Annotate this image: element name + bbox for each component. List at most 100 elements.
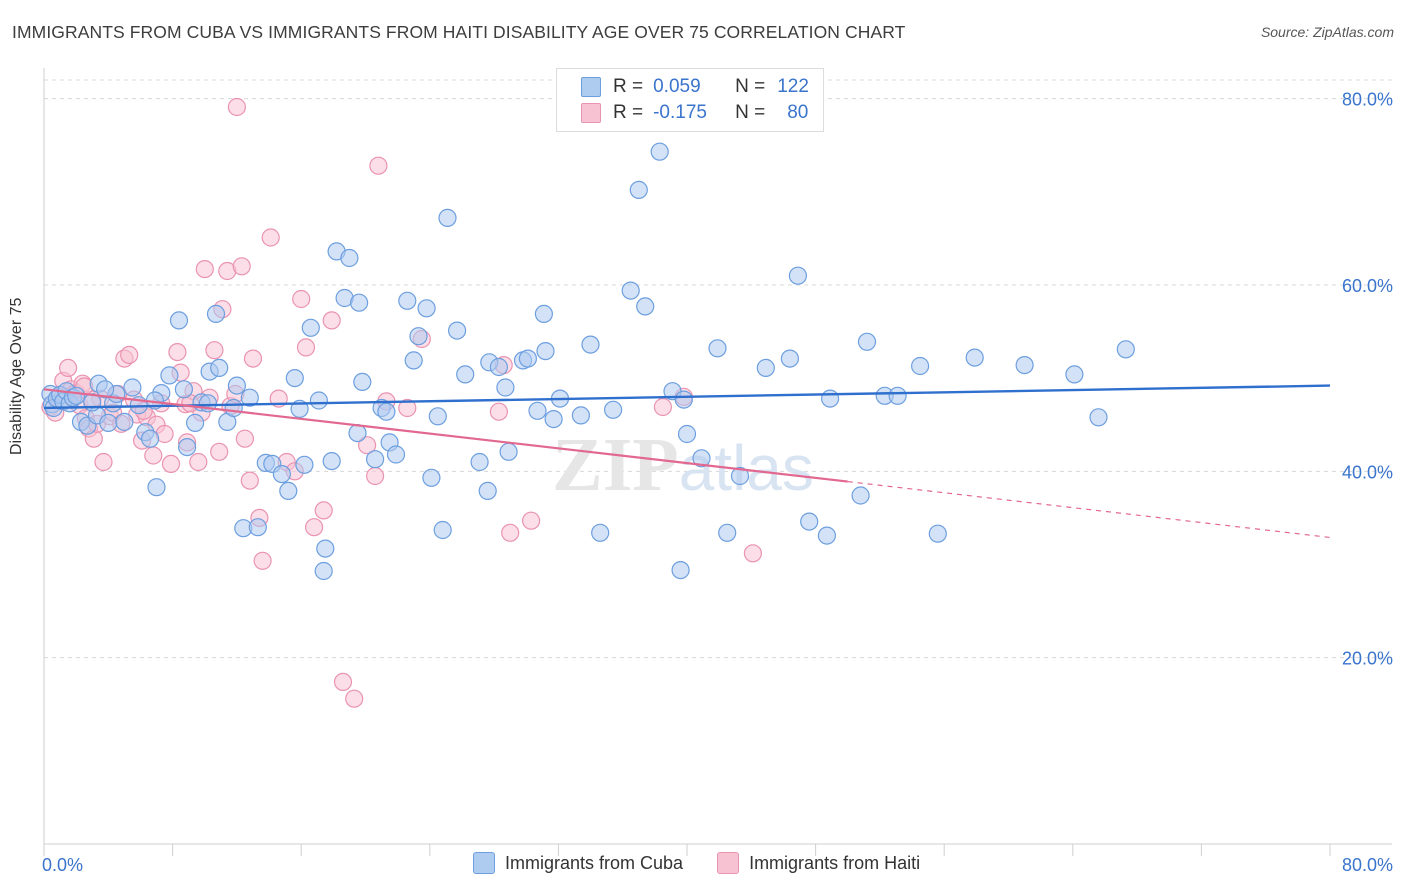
cuba-point [629, 180, 648, 199]
haiti-point [232, 257, 251, 276]
haiti-point [227, 97, 246, 117]
haiti-point [253, 551, 272, 570]
cuba-point [910, 356, 930, 376]
plot-area [41, 97, 1135, 708]
bottom-legend: Immigrants from Cuba Immigrants from Hai… [473, 852, 920, 874]
haiti-point [210, 442, 229, 461]
haiti-n-label: N = [735, 102, 766, 123]
cuba-point [756, 358, 775, 377]
stats-row-cuba: R = 0.059 N = 122 [581, 74, 809, 100]
cuba-r-label: R = [613, 76, 644, 97]
cuba-point [227, 376, 246, 395]
cuba-point [433, 520, 452, 540]
haiti-point [653, 397, 673, 417]
cuba-point [147, 478, 166, 497]
haiti-point [261, 228, 280, 247]
cuba-point [186, 413, 205, 432]
cuba-point [285, 369, 304, 388]
stats-legend: R = 0.059 N = 122 R = -0.175 N = 80 [556, 68, 824, 132]
haiti-point [398, 398, 417, 418]
haiti-point [501, 523, 520, 542]
cuba-point [677, 424, 697, 444]
cuba-point [301, 318, 320, 337]
cuba-point [1116, 340, 1135, 359]
cuba-point [591, 523, 610, 542]
cuba-point [536, 342, 555, 361]
haiti-point [94, 452, 113, 472]
cuba-point [470, 452, 489, 472]
haiti-point [333, 672, 353, 692]
cuba-point [730, 466, 750, 486]
legend-label-haiti: Immigrants from Haiti [749, 852, 921, 873]
cuba-n-value: 122 [777, 76, 809, 97]
axes [43, 68, 1392, 856]
cuba-point [240, 388, 259, 407]
haiti-point [292, 289, 311, 309]
tick-labels: 20.0% 40.0% 60.0% 80.0% 0.0% 80.0% [42, 90, 1393, 875]
cuba-point [581, 335, 600, 354]
y-tick-label: 60.0% [1342, 276, 1393, 296]
cuba-n-label: N = [735, 76, 766, 97]
cuba-point [141, 429, 160, 448]
haiti-point [366, 466, 385, 486]
cuba-point [295, 455, 314, 474]
haiti-point [345, 689, 364, 708]
cuba-point [708, 339, 727, 358]
cuba-point [322, 452, 341, 471]
cuba-point [340, 248, 359, 268]
haiti-point [489, 402, 508, 421]
cuba-point [174, 380, 193, 399]
haiti-r-label: R = [613, 102, 644, 123]
haiti-point [235, 429, 254, 448]
legend-swatch-cuba [473, 852, 495, 874]
cuba-point [499, 442, 518, 461]
haiti-r-value: -0.175 [653, 102, 707, 123]
legend-label-cuba: Immigrants from Cuba [505, 852, 684, 873]
cuba-point [448, 321, 467, 340]
haiti-swatch [581, 103, 601, 123]
cuba-point [718, 523, 737, 542]
stats-row-haiti: R = -0.175 N = 80 [581, 100, 808, 126]
cuba-point [398, 291, 417, 310]
haiti-point [144, 446, 163, 465]
cuba-point [404, 351, 423, 370]
cuba-swatch [581, 77, 601, 97]
cuba-point [1065, 365, 1084, 384]
cuba-point [518, 349, 538, 368]
cuba-trend-line [43, 384, 1331, 410]
cuba-point [99, 413, 118, 432]
haiti-point [358, 436, 377, 455]
x-tick-label: 0.0% [42, 855, 83, 875]
y-tick-label: 40.0% [1342, 462, 1393, 482]
cuba-point [1015, 356, 1034, 375]
y-axis-label: Disability Age Over 75 [8, 297, 25, 455]
cuba-point [428, 407, 447, 426]
cuba-point [224, 398, 243, 418]
watermark: ZIPatlas [552, 423, 814, 507]
cuba-point [496, 378, 515, 397]
cuba-point [965, 348, 984, 367]
legend-item-haiti[interactable]: Immigrants from Haiti [717, 852, 920, 874]
cuba-point [571, 406, 591, 425]
legend-swatch-haiti [717, 852, 740, 874]
haiti-point [369, 156, 388, 175]
cuba-point [95, 380, 115, 399]
haiti-point [205, 341, 224, 360]
cuba-point [386, 445, 406, 464]
chart-title: IMMIGRANTS FROM CUBA VS IMMIGRANTS FROM … [12, 22, 906, 42]
haiti-point [243, 349, 263, 368]
cuba-point [67, 386, 86, 405]
haiti-point [120, 345, 139, 364]
cuba-point [1089, 408, 1108, 427]
legend-item-cuba[interactable]: Immigrants from Cuba [473, 852, 683, 874]
cuba-point [820, 389, 840, 408]
cuba-point [800, 512, 819, 531]
cuba-point [350, 293, 369, 312]
haiti-point [305, 518, 324, 537]
cuba-point [123, 378, 142, 397]
cuba-point [314, 561, 333, 581]
haiti-point [168, 343, 187, 362]
cuba-point [417, 299, 436, 318]
cuba-point [857, 332, 877, 351]
